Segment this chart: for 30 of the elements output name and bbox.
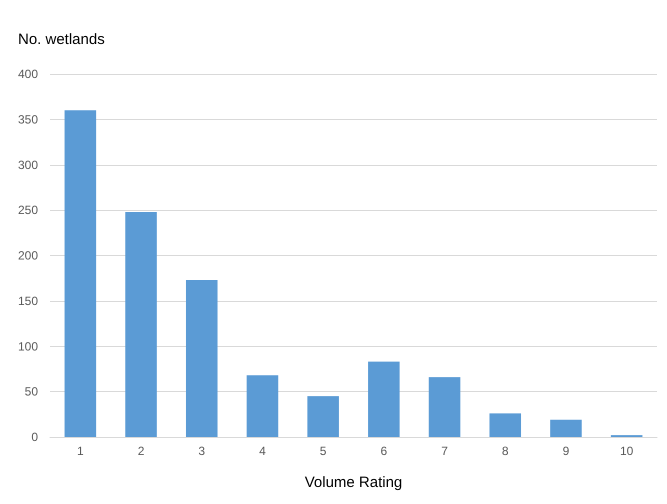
x-tick-label: 7 (441, 444, 448, 458)
x-tick-label: 6 (380, 444, 388, 458)
x-tick-label: 3 (198, 444, 206, 458)
x-tick-label: 1 (77, 444, 84, 458)
x-tick-label: 4 (259, 444, 266, 458)
y-tick-label: 350 (18, 112, 38, 126)
y-tick-label: 400 (18, 67, 38, 81)
bar (246, 375, 278, 437)
bar (428, 377, 460, 437)
x-axis-title: Volume Rating (304, 474, 402, 491)
x-tick-label: 10 (620, 444, 634, 458)
bar (550, 420, 582, 437)
y-tick-label: 0 (31, 430, 38, 444)
y-tick-label: 150 (18, 294, 38, 308)
bar (307, 396, 339, 437)
bar (489, 413, 522, 437)
x-tick-label: 8 (502, 444, 509, 458)
y-tick-label: 100 (18, 339, 38, 354)
y-tick-label: 300 (18, 158, 38, 172)
bar (125, 212, 157, 437)
x-tick-label: 5 (320, 444, 327, 458)
y-tick-label: 50 (24, 384, 38, 399)
y-tick-label: 200 (18, 248, 38, 262)
bar (186, 280, 218, 437)
bar (64, 110, 96, 437)
x-tick-label: 2 (138, 444, 145, 458)
x-tick-label: 9 (562, 444, 570, 458)
y-tick-label: 250 (18, 203, 38, 218)
y-axis-title: No. wetlands (18, 31, 105, 48)
bar (368, 362, 400, 437)
